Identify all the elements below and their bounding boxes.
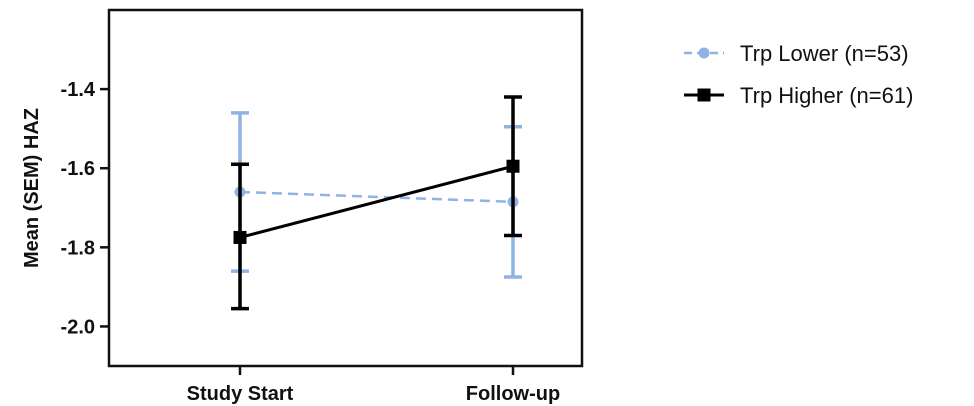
data-point <box>506 159 520 173</box>
series-trp-lower <box>231 111 522 279</box>
legend-item: Trp Higher (n=61) <box>684 83 913 108</box>
y-axis-title: Mean (SEM) HAZ <box>21 108 43 268</box>
x-tick-label: Follow-up <box>466 383 560 405</box>
y-tick-label: -1.6 <box>61 158 95 180</box>
x-axis: Study Start Follow-up <box>187 366 560 405</box>
series-line <box>239 190 514 204</box>
y-tick-label: -1.8 <box>61 237 95 259</box>
legend-item: Trp Lower (n=53) <box>684 41 909 66</box>
legend: Trp Lower (n=53) Trp Higher (n=61) <box>684 41 913 108</box>
series-line <box>239 164 514 239</box>
plot-frame <box>107 8 584 368</box>
legend-label: Trp Lower (n=53) <box>740 41 909 66</box>
y-tick-label: -1.4 <box>61 79 96 101</box>
legend-marker <box>698 47 710 59</box>
legend-marker <box>697 88 711 102</box>
series-layer <box>231 95 522 311</box>
y-axis: -1.4 -1.6 -1.8 -2.0 <box>61 79 109 338</box>
legend-label: Trp Higher (n=61) <box>740 83 913 108</box>
data-point <box>233 230 247 244</box>
series-trp-higher <box>231 95 522 311</box>
y-tick-label: -2.0 <box>61 316 95 338</box>
x-tick-label: Study Start <box>187 383 294 405</box>
